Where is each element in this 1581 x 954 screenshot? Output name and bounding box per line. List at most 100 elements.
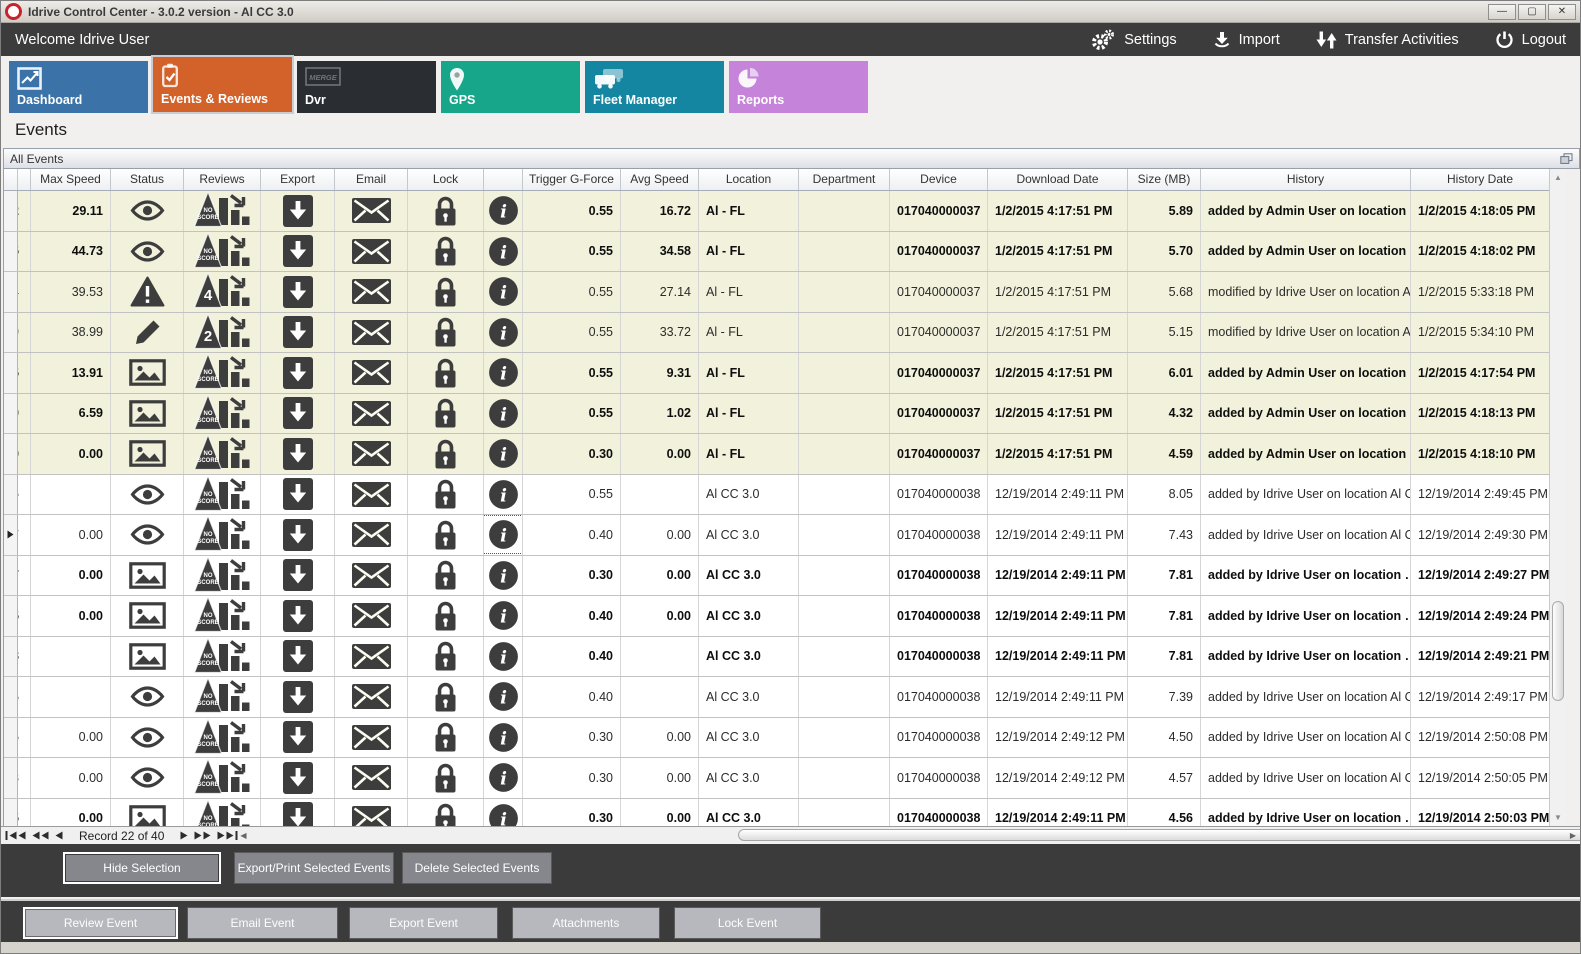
cell-reviews[interactable]: NO SCORE <box>184 515 261 555</box>
cell-export[interactable] <box>261 231 335 271</box>
cell-info[interactable]: i <box>484 393 523 433</box>
cell-lock[interactable] <box>408 798 484 826</box>
column-header-export[interactable]: Export <box>261 169 335 190</box>
cell-reviews[interactable]: NO SCORE <box>184 758 261 798</box>
cell-email[interactable] <box>335 434 408 474</box>
review-event-button[interactable]: Review Event <box>23 907 178 939</box>
cell-reviews[interactable]: NO SCORE <box>184 636 261 676</box>
cell-email[interactable] <box>335 312 408 352</box>
first-record-button[interactable] <box>5 831 26 840</box>
delete-selected-events-button[interactable]: Delete Selected Events <box>402 852 552 884</box>
cell-lock[interactable] <box>408 677 484 717</box>
cell-reviews[interactable]: NO SCORE <box>184 717 261 757</box>
maximize-button[interactable]: ▢ <box>1518 3 1546 20</box>
minimize-button[interactable]: — <box>1488 3 1516 20</box>
cell-export[interactable] <box>261 555 335 595</box>
scroll-down-arrow-icon[interactable]: ▼ <box>1554 813 1562 822</box>
cell-export[interactable] <box>261 353 335 393</box>
cell-info[interactable]: i <box>484 798 523 826</box>
cell-export[interactable] <box>261 474 335 514</box>
cell-lock[interactable] <box>408 312 484 352</box>
cell-info[interactable]: i <box>484 677 523 717</box>
cell-info[interactable]: i <box>484 434 523 474</box>
cell-lock[interactable] <box>408 191 484 231</box>
column-header-size-mb[interactable]: Size (MB) <box>1128 169 1201 190</box>
cell-email[interactable] <box>335 272 408 312</box>
vertical-scrollbar-thumb[interactable] <box>1552 601 1564 701</box>
column-header-history[interactable]: History <box>1201 169 1411 190</box>
cell-reviews[interactable]: NO SCORE <box>184 555 261 595</box>
tab-gps[interactable]: GPS <box>441 61 580 113</box>
column-header-download-date[interactable]: Download Date <box>988 169 1128 190</box>
cell-reviews[interactable]: NO SCORE <box>184 231 261 271</box>
scroll-left-arrow-icon[interactable]: ◀ <box>240 830 247 840</box>
cell-reviews[interactable]: NO SCORE <box>184 393 261 433</box>
column-header-reviews[interactable]: Reviews <box>184 169 261 190</box>
cell-email[interactable] <box>335 758 408 798</box>
export-event-button[interactable]: Export Event <box>349 907 498 939</box>
last-record-button[interactable] <box>217 831 238 840</box>
export-print-selected-events-button[interactable]: Export/Print Selected Events <box>234 852 394 884</box>
tab-reports[interactable]: Reports <box>729 61 868 113</box>
transfer-activities-button[interactable]: Transfer Activities <box>1316 30 1459 50</box>
cell-info[interactable]: i <box>484 758 523 798</box>
cell-email[interactable] <box>335 596 408 636</box>
cell-lock[interactable] <box>408 434 484 474</box>
attachments-button[interactable]: Attachments <box>512 907 660 939</box>
cell-export[interactable] <box>261 677 335 717</box>
cell-export[interactable] <box>261 191 335 231</box>
cell-export[interactable] <box>261 434 335 474</box>
scroll-up-arrow-icon[interactable]: ▲ <box>1554 173 1562 182</box>
cell-email[interactable] <box>335 717 408 757</box>
cell-export[interactable] <box>261 798 335 826</box>
cell-reviews[interactable]: NO SCORE <box>184 353 261 393</box>
cell-lock[interactable] <box>408 393 484 433</box>
hide-selection-button[interactable]: Hide Selection <box>63 852 221 884</box>
scroll-right-arrow-icon[interactable]: ▶ <box>1569 830 1576 840</box>
column-header-avg-speed[interactable]: Avg Speed <box>621 169 699 190</box>
cell-lock[interactable] <box>408 353 484 393</box>
cell-info[interactable]: i <box>484 474 523 514</box>
email-event-button[interactable]: Email Event <box>187 907 338 939</box>
logout-button[interactable]: Logout <box>1495 30 1566 49</box>
column-header-max-speed[interactable]: Max Speed <box>31 169 111 190</box>
cell-info[interactable]: i <box>484 231 523 271</box>
column-header-status[interactable]: Status <box>111 169 184 190</box>
cell-email[interactable] <box>335 393 408 433</box>
cell-reviews[interactable]: NO SCORE <box>184 677 261 717</box>
cell-export[interactable] <box>261 312 335 352</box>
horizontal-scrollbar[interactable]: ◀ ▶ <box>238 827 1580 845</box>
tab-dashboard[interactable]: Dashboard <box>9 61 148 113</box>
next-page-button[interactable] <box>194 831 211 840</box>
cell-export[interactable] <box>261 393 335 433</box>
cell-email[interactable] <box>335 798 408 826</box>
column-header-location[interactable]: Location <box>699 169 799 190</box>
cell-export[interactable] <box>261 636 335 676</box>
next-record-button[interactable] <box>180 831 188 840</box>
cell-lock[interactable] <box>408 515 484 555</box>
column-header-history-date[interactable]: History Date <box>1411 169 1550 190</box>
column-header-department[interactable]: Department <box>799 169 890 190</box>
cell-export[interactable] <box>261 717 335 757</box>
column-header-email[interactable]: Email <box>335 169 408 190</box>
column-header-device[interactable]: Device <box>890 169 988 190</box>
cell-reviews[interactable]: NO SCORE <box>184 191 261 231</box>
vertical-scrollbar[interactable]: ▲ ▼ <box>1549 169 1566 826</box>
cell-email[interactable] <box>335 231 408 271</box>
cell-info[interactable]: i <box>484 353 523 393</box>
cell-lock[interactable] <box>408 474 484 514</box>
cell-email[interactable] <box>335 636 408 676</box>
cell-export[interactable] <box>261 758 335 798</box>
cell-lock[interactable] <box>408 231 484 271</box>
